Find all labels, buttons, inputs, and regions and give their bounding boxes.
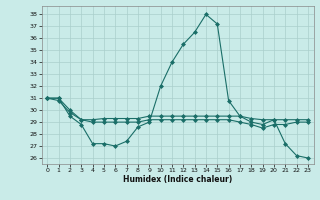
X-axis label: Humidex (Indice chaleur): Humidex (Indice chaleur)	[123, 175, 232, 184]
